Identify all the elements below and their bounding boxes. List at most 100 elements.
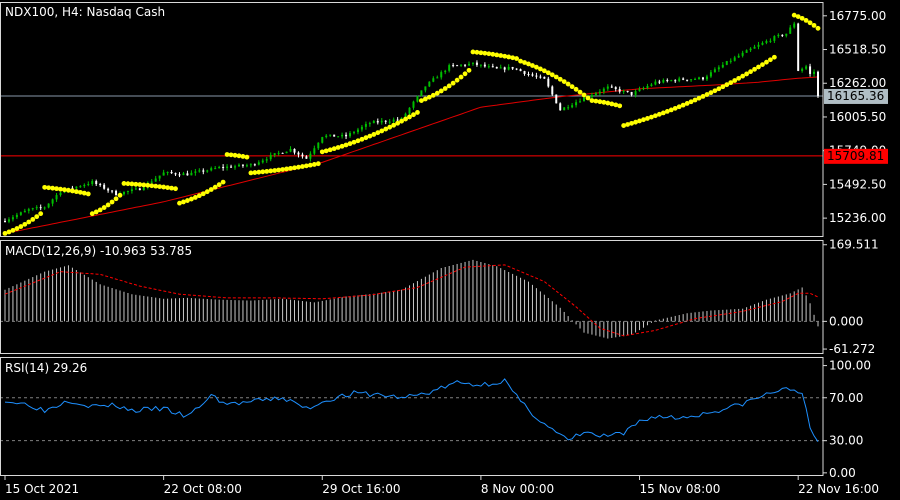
rsi-tick-label: 30.00	[829, 434, 863, 448]
candle-body	[527, 73, 530, 75]
sar-dot	[359, 136, 365, 142]
price-panel[interactable]: 16775.0016518.5016262.0016005.5015749.00…	[0, 5, 888, 236]
candle	[444, 69, 447, 75]
candle	[194, 168, 197, 176]
sar-dot	[22, 221, 28, 227]
candle	[757, 41, 760, 50]
sar-dot	[188, 196, 194, 202]
price-tick-label: 15492.50	[829, 177, 886, 191]
candle	[817, 70, 819, 99]
candle	[333, 134, 336, 137]
candle-body	[579, 101, 582, 103]
candle-body	[230, 166, 233, 168]
sar-dot	[419, 98, 424, 103]
candle	[218, 165, 221, 169]
candle	[670, 79, 673, 82]
candle	[634, 89, 637, 98]
candle-body	[273, 153, 276, 156]
candle	[464, 64, 467, 68]
sar-dot	[307, 162, 313, 168]
sar-dot	[585, 95, 591, 101]
candle	[337, 136, 340, 138]
candle-body	[654, 81, 657, 85]
candle-body	[281, 152, 284, 154]
rsi-axis: 100.00 70.00 30.00 0.00	[823, 359, 871, 480]
macd-histogram	[4, 259, 819, 339]
candle	[59, 191, 62, 197]
sar-dot	[196, 193, 202, 199]
candle	[555, 94, 558, 104]
candlestick-series	[4, 21, 819, 224]
candle-body	[198, 170, 201, 172]
sar-dot	[391, 122, 397, 128]
sar-dot	[653, 113, 658, 119]
rsi-tick-label: 100.00	[829, 359, 871, 373]
sar-dot	[145, 182, 151, 188]
sar-dot	[288, 165, 293, 171]
sar-dot	[430, 92, 436, 98]
candle-body	[813, 71, 816, 74]
candle	[15, 212, 18, 220]
candle-body	[563, 107, 566, 111]
candle-body	[729, 60, 732, 62]
sar-dot	[696, 95, 702, 101]
candle	[321, 136, 324, 144]
candle	[507, 64, 510, 71]
candle-body	[436, 77, 439, 79]
sar-dot	[791, 12, 797, 18]
candle-body	[713, 69, 716, 73]
candle	[701, 76, 704, 81]
candle-body	[43, 207, 46, 209]
sar-dot	[466, 67, 472, 73]
sar-dot	[224, 152, 230, 157]
candle	[769, 38, 772, 43]
sar-dot	[276, 167, 282, 173]
rsi-frame	[0, 357, 824, 476]
candle-body	[622, 90, 625, 92]
candle-body	[325, 135, 328, 138]
candle	[694, 77, 697, 80]
candle	[753, 44, 756, 49]
sar-dot	[228, 152, 234, 158]
rsi-panel[interactable]: 100.00 70.00 30.00 0.00 RSI(14) 29.26	[0, 359, 871, 480]
sar-dot	[601, 99, 607, 105]
price-chart-title: NDX100, H4: Nasdaq Cash	[5, 5, 165, 19]
candle-body	[265, 159, 268, 161]
candle	[805, 64, 808, 71]
sar-dot	[343, 142, 349, 148]
candle-body	[333, 134, 336, 137]
sar-dot	[327, 147, 333, 153]
candle-body	[571, 105, 574, 108]
candle	[43, 206, 46, 210]
candle	[713, 67, 716, 73]
candle	[380, 118, 383, 125]
sar-dot	[121, 181, 127, 186]
rsi-tick-label: 0.00	[829, 466, 856, 480]
macd-panel[interactable]: 169.511 0.000 -61.272 MACD(12,26,9) -10.96…	[0, 238, 879, 356]
candle-body	[666, 80, 669, 82]
sar-dot	[157, 184, 163, 190]
candle	[210, 166, 213, 172]
candle	[79, 185, 82, 188]
sar-dot	[415, 110, 420, 115]
candle-body	[499, 67, 502, 69]
alert-price-tag: 15709.81	[824, 148, 888, 164]
candle	[214, 165, 217, 170]
sar-dot	[113, 196, 119, 202]
candle-body	[321, 137, 324, 143]
candle-body	[475, 62, 478, 65]
sar-dot	[605, 100, 611, 106]
candle	[777, 33, 780, 38]
candle-body	[352, 132, 355, 134]
sar-dot	[70, 188, 75, 194]
sar-dot	[375, 130, 381, 136]
sar-dot	[6, 229, 12, 235]
price-tick-label: 15236.00	[829, 211, 886, 225]
candle	[745, 49, 748, 53]
candle-body	[785, 33, 788, 36]
sar-dot	[141, 182, 147, 188]
sar-dot	[815, 25, 821, 31]
candle-body	[202, 170, 205, 172]
candle	[309, 151, 312, 162]
time-tick-label: 29 Oct 16:00	[322, 482, 400, 496]
